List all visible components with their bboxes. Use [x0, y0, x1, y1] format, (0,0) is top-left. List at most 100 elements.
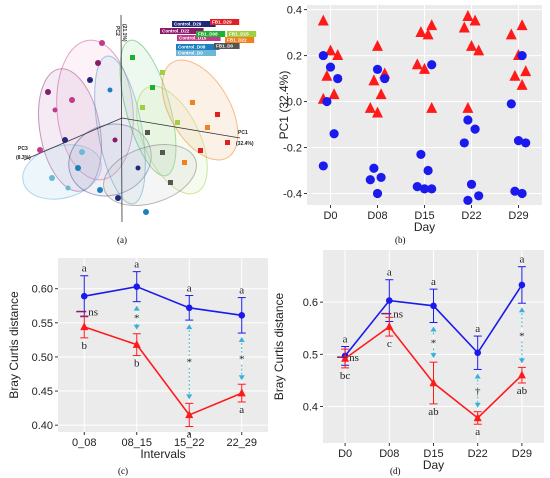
x-tick-label: D29: [508, 210, 528, 222]
y-tick-label: 0.40: [32, 420, 53, 432]
scatter-point-circle: [318, 50, 328, 61]
scatter-point-circle: [466, 179, 477, 189]
scatter-point-triangle: [458, 21, 470, 33]
series-point-circle: [80, 292, 88, 300]
scatter-point-circle: [329, 129, 339, 139]
scatter-point-triangle: [505, 28, 517, 40]
pc2-label: PC2: [114, 26, 120, 36]
scatter-point-circle: [372, 188, 383, 199]
comparison-arrowhead: [238, 337, 245, 343]
pc3-axis-line: [23, 117, 123, 161]
comparison-label: *: [187, 357, 193, 369]
series-point-circle: [238, 312, 246, 319]
comparison-arrowhead: [238, 375, 245, 381]
x-axis-title: Day: [414, 220, 435, 234]
series-point-triangle: [517, 370, 526, 379]
series-point-circle: [133, 283, 141, 290]
panel-d-line-chart: 0.4 0.5 0.6 D0 D08 D15 D22 D29 Day Bray Curtis di…: [272, 250, 544, 472]
legend-label: FB1_D29: [212, 20, 232, 25]
scatter-point-circle: [372, 64, 383, 74]
ellipsoid-fb1-d29: [103, 144, 197, 206]
pcoa-point: [205, 125, 210, 130]
scatter-point-triangle: [469, 14, 481, 26]
comparison-arrowhead: [186, 394, 193, 400]
pcoa-axes: [23, 14, 241, 223]
significance-letter: a: [343, 334, 348, 346]
series-point-circle: [474, 349, 482, 357]
scatter-point-triangle: [419, 62, 430, 74]
scatter-point-circle: [459, 138, 469, 148]
significance-letter: a: [239, 285, 244, 297]
scatter-point-circle: [412, 182, 422, 192]
scatter-point-circle: [470, 124, 480, 134]
significance-letter: ab: [428, 406, 439, 418]
x-tick-label: D22: [461, 210, 481, 222]
y-tick-label: -0.2: [283, 143, 302, 155]
legend-swatch: [225, 37, 255, 43]
comparison-label: *: [134, 313, 140, 325]
scatter-point-triangle: [364, 102, 376, 113]
scatter-point-circle: [521, 138, 531, 148]
series-point-triangle: [80, 322, 89, 331]
x-tick-label: D29: [512, 448, 532, 460]
series-point-triangle: [473, 413, 482, 422]
x-tick-label: D08: [379, 448, 399, 460]
ellipsoid-control-d08: [94, 55, 146, 205]
comparison-arrowhead: [430, 326, 437, 332]
significance-letter: a: [82, 263, 87, 275]
scatter-point-triangle: [415, 26, 427, 38]
scatter-point-triangle: [516, 79, 528, 90]
series-point-triangle: [429, 378, 438, 387]
comparison-label: *: [431, 337, 437, 349]
pcoa-point: [145, 130, 150, 135]
series-point-circle: [430, 302, 437, 310]
pcoa-point: [215, 112, 220, 117]
scatter-point-triangle: [520, 65, 532, 77]
scatter-point-triangle: [426, 102, 438, 113]
scatter-point-circle: [318, 161, 328, 171]
plot-background: [58, 258, 268, 432]
scatter-point-circle: [510, 186, 520, 196]
pcoa-point: [65, 185, 71, 191]
pcoa-point: [130, 55, 135, 60]
y-axis-title: Bray Curtis distance: [7, 291, 21, 399]
pcoa-point: [79, 149, 85, 155]
scatter-point-triangle: [368, 74, 380, 86]
pcoa-ellipsoids: [22, 39, 239, 206]
pcoa-point: [150, 85, 155, 90]
pcoa-point: [62, 137, 68, 143]
series-point-circle: [386, 297, 393, 304]
pcoa-point: [69, 97, 75, 103]
scatter-point-circle: [463, 195, 473, 206]
series-line: [83, 326, 243, 416]
x-tick-label: 08_15: [121, 437, 152, 449]
significance-letter: a: [475, 426, 480, 438]
series-point-circle: [185, 304, 193, 312]
panel-b-caption: (b): [395, 235, 406, 245]
scatter-point-triangle: [466, 39, 477, 51]
scatter-point-triangle: [317, 14, 329, 26]
legend-label: FB1_D08: [198, 32, 218, 37]
x-tick-label: D08: [367, 210, 387, 222]
pcoa-point: [97, 187, 103, 193]
significance-letter: ab: [517, 385, 528, 397]
comparison-arrowhead: [474, 402, 481, 408]
scatter-point-circle: [419, 184, 430, 194]
scatter-point-triangle: [332, 49, 344, 61]
pcoa-point: [140, 105, 145, 110]
pcoa-point: [190, 100, 195, 105]
x-tick-label: 0_08: [72, 437, 96, 449]
series-line: [84, 285, 242, 317]
significance-letter: a: [187, 283, 192, 295]
significance-letter: c: [387, 338, 392, 350]
pcoa-points: [37, 40, 230, 215]
legend-swatch: [214, 43, 240, 49]
scatter-point-circle: [322, 96, 332, 107]
legend-swatch: [172, 21, 216, 27]
y-tick-label: 0.4: [287, 5, 302, 17]
pcoa-point: [135, 165, 141, 171]
scatter-point-triangle: [516, 19, 528, 31]
pcoa-point: [175, 120, 180, 125]
panel-a-caption: (a): [117, 235, 127, 245]
pc3-label: PC3: [18, 146, 28, 152]
